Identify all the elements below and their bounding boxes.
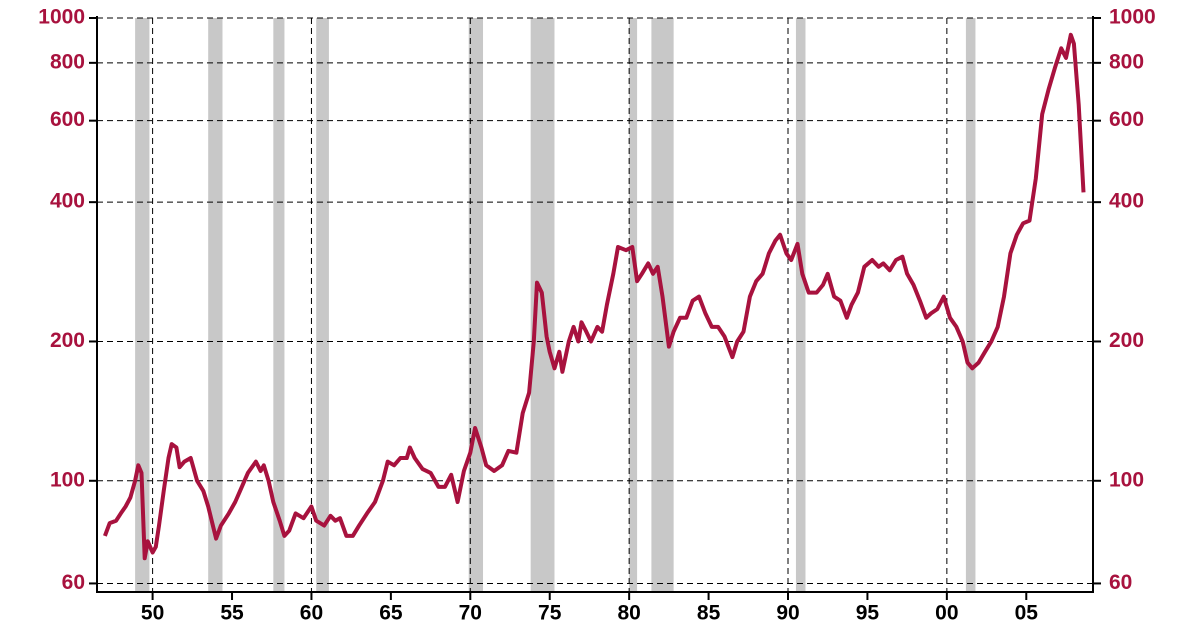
recession-shade	[135, 18, 150, 592]
recession-shade	[795, 18, 806, 592]
x-tick-label: 05	[1015, 602, 1039, 625]
recession-shade	[208, 18, 223, 592]
y-tick-label: 200	[50, 329, 85, 352]
x-tick-label: 80	[617, 602, 640, 625]
y-tick-label: 1000	[38, 6, 85, 29]
x-tick-label: 60	[300, 602, 323, 625]
x-tick-label: 95	[856, 602, 880, 625]
recession-shade	[316, 18, 329, 592]
x-tick-label: 90	[776, 602, 799, 625]
x-tick-label: 70	[459, 602, 482, 625]
y-tick-label: 400	[50, 190, 85, 213]
y2-tick-label: 100	[1109, 468, 1144, 491]
x-tick-label: 75	[538, 602, 562, 625]
recession-shade	[629, 18, 638, 592]
y-tick-label: 100	[50, 468, 85, 491]
y2-tick-label: 600	[1109, 108, 1144, 131]
x-tick-label: 55	[220, 602, 244, 625]
x-tick-label: 85	[697, 602, 721, 625]
y2-tick-label: 1000	[1109, 6, 1156, 29]
y-tick-label: 60	[62, 571, 85, 594]
y2-tick-label: 200	[1109, 329, 1144, 352]
axis-frame	[96, 16, 1094, 593]
y-tick-label: 600	[50, 108, 85, 131]
x-tick-label: 00	[935, 602, 958, 625]
x-tick-label: 65	[379, 602, 403, 625]
y2-tick-label: 800	[1109, 50, 1144, 73]
x-tick-label: 50	[141, 602, 164, 625]
recession-shade	[965, 18, 976, 592]
series-line	[103, 32, 1086, 561]
recession-shade	[273, 18, 285, 592]
recession-shade	[468, 18, 484, 592]
y2-tick-label: 400	[1109, 190, 1144, 213]
y-tick-label: 800	[50, 50, 85, 73]
y2-tick-label: 60	[1109, 571, 1132, 594]
